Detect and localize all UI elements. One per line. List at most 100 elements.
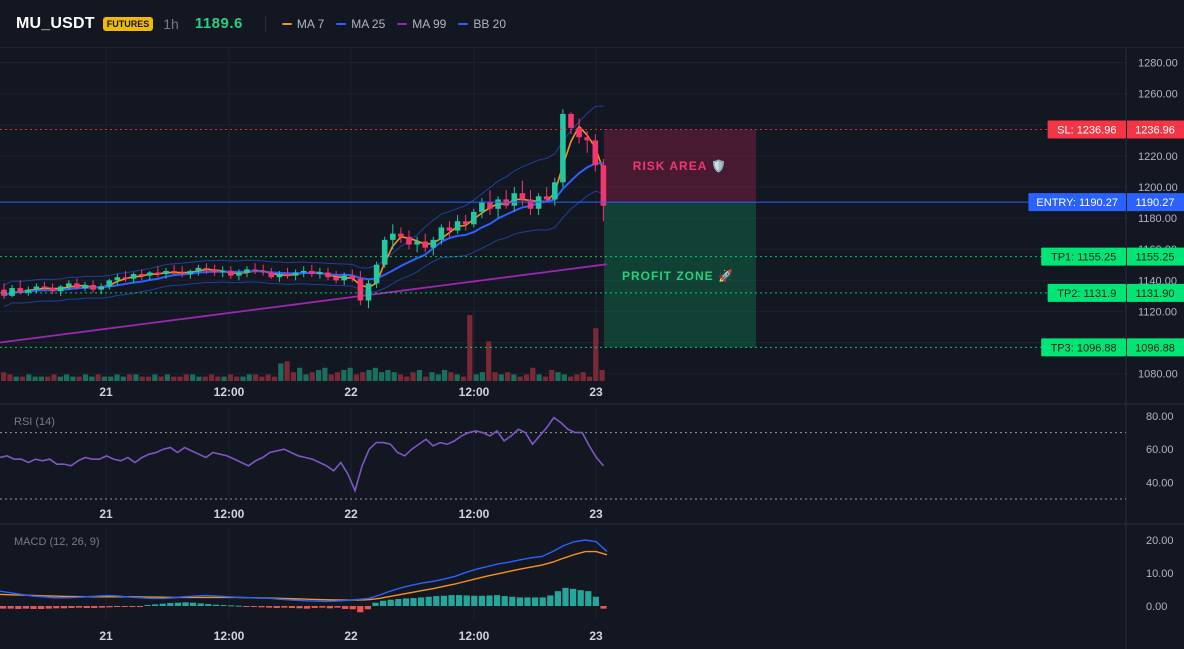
candle-body [406,236,412,245]
volume-bar [234,376,240,381]
moving-averages [0,125,607,344]
time-tick: 22 [344,385,358,399]
macd-hist-bar [463,595,470,606]
candle-body [560,113,566,183]
macd-hist-bar [167,603,174,606]
macd-pane[interactable]: MACD (12, 26, 9) 20.00 10.00 0.00 [0,535,1174,613]
bb-lower [3,190,604,308]
volume-bar [347,367,353,381]
volume-bar [284,361,290,381]
rsi-tick: 60.00 [1146,444,1174,456]
macd-signal-line [0,550,608,601]
risk-area-label: RISK AREA 🛡️ [633,159,727,173]
entry-level-axis-value: 1190.27 [1136,197,1175,209]
volume-bar [460,376,467,381]
candle-body [365,283,372,301]
candle-body [284,274,291,276]
macd-hist-bar [114,606,121,607]
volume-bar [486,341,492,381]
volume-bar [152,374,158,381]
macd-hist-bar [76,606,83,608]
macd-hist-bar [418,597,425,606]
legend-ma7[interactable]: MA 7 [281,17,324,31]
timeframe-label[interactable]: 1h [163,15,179,32]
candle-body [414,241,420,245]
time-tick: 23 [589,629,603,643]
macd-hist-bar [304,606,311,609]
candle-body [543,196,550,200]
ma7-swatch [281,22,292,25]
macd-hist-bar [562,587,569,606]
volume-bar [215,376,221,381]
macd-hist-bar [174,602,181,606]
macd-hist-bar [380,600,387,606]
price-tick: 1280.00 [1138,58,1178,70]
candle-body [390,233,396,240]
candle-body [244,269,250,273]
volume-bar [139,376,145,381]
macd-hist-bar [326,606,333,609]
risk-area-box [604,129,756,203]
candle-body [219,270,226,273]
legend-ma99[interactable]: MA 99 [397,17,446,31]
volume-bar [76,376,82,381]
macd-hist-bar [296,606,303,609]
macd-hist-bar [68,606,75,608]
symbol-name[interactable]: MU_USDT [16,14,95,32]
volume-bar [416,370,422,381]
macd-hist-bar [577,590,584,606]
macd-hist-bar [152,604,159,606]
chart-header: MU_USDT FUTURES 1h 1189.6 MA 7 MA 25 MA … [0,0,1184,48]
volume-bar [171,376,177,381]
price-axis[interactable]: 1280.001260.001240.001220.001200.001180.… [1138,58,1178,381]
macd-hist-bar [448,595,455,606]
rsi-pane[interactable]: RSI (14) 80.00 60.00 40.00 [0,411,1174,500]
candle-body [576,127,582,138]
volume-bar [196,376,202,381]
macd-tick: 20.00 [1146,535,1174,547]
ma25-swatch [336,22,347,25]
macd-hist-bar [53,606,60,609]
volume-bar [190,374,196,381]
tp1-level-axis-box [1127,247,1184,266]
tp1-level-tag-text: TP1: 1155.25 [1051,252,1116,264]
macd-hist-bar [129,606,136,607]
price-tick: 1200.00 [1138,182,1178,194]
volume-bar [145,376,152,381]
volume-bar [322,367,328,381]
legend-bb20[interactable]: BB 20 [458,17,506,31]
candle-body [106,280,113,287]
macd-line [0,539,608,603]
volume-bar [7,374,13,381]
macd-hist-bar [494,595,501,606]
volume-bar [51,374,57,381]
volume-bar [568,376,574,381]
candle-body [454,221,461,231]
tp2-level-axis-box [1127,283,1184,302]
profit-zone-box [604,202,756,348]
candle-body [187,270,194,275]
candle-body [325,272,331,278]
sl-level-axis-value: 1236.96 [1135,125,1175,137]
candle-body [438,227,445,240]
macd-hist-bar [22,606,29,609]
macd-hist-bar [121,606,128,607]
candle-body [276,274,283,278]
candle-body [9,288,15,296]
macd-label: MACD (12, 26, 9) [14,536,100,548]
macd-hist-bar [585,591,592,606]
candle-body [195,267,202,271]
legend-ma25[interactable]: MA 25 [336,17,385,31]
volume-bar [360,372,366,381]
candle-body [333,277,339,281]
volume-bar [442,370,448,381]
legend-bb20-label: BB 20 [473,16,507,31]
trade-zones: RISK AREA 🛡️ PROFIT ZONE 🚀 [604,129,756,348]
candle-body [228,270,234,276]
volume-bar [397,374,404,381]
candle-body [309,270,315,275]
macd-hist-bar [471,595,478,606]
bb-upper [3,105,604,286]
